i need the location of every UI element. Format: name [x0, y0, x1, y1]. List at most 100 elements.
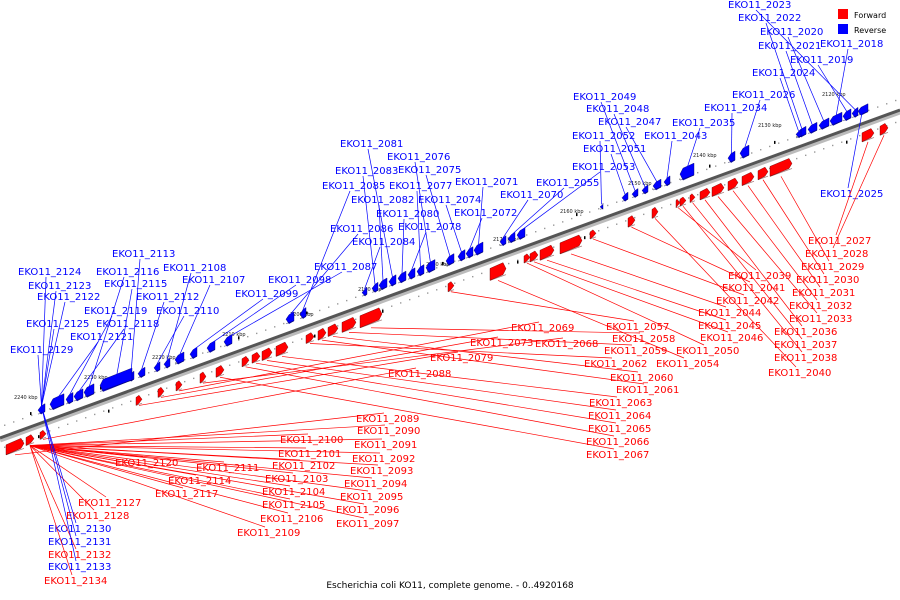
gene-label[interactable]: EKO11_2024	[752, 68, 815, 79]
gene-label[interactable]: EKO11_2117	[155, 489, 218, 500]
gene-label[interactable]: EKO11_2031	[792, 288, 855, 299]
gene-label[interactable]: EKO11_2104	[262, 487, 325, 498]
gene-label[interactable]: EKO11_2110	[156, 306, 219, 317]
gene-label[interactable]: EKO11_2038	[774, 353, 837, 364]
gene-reverse[interactable]	[652, 178, 662, 191]
gene-label[interactable]: EKO11_2041	[722, 283, 785, 294]
gene-label[interactable]: EKO11_2108	[163, 263, 226, 274]
gene-label[interactable]: EKO11_2084	[352, 237, 415, 248]
gene-forward[interactable]	[861, 128, 875, 143]
gene-label[interactable]: EKO11_2074	[418, 195, 481, 206]
gene-forward[interactable]	[489, 262, 507, 281]
gene-label[interactable]: EKO11_2040	[768, 368, 831, 379]
gene-label[interactable]: EKO11_2035	[672, 118, 735, 129]
gene-forward[interactable]	[25, 434, 35, 446]
gene-reverse[interactable]	[83, 383, 95, 398]
gene-label[interactable]: EKO11_2054	[656, 359, 719, 370]
gene-reverse[interactable]	[388, 274, 397, 287]
gene-forward[interactable]	[275, 341, 289, 357]
gene-label[interactable]: EKO11_2081	[340, 139, 403, 150]
gene-reverse[interactable]	[407, 267, 416, 280]
gene-label[interactable]: EKO11_2030	[796, 275, 859, 286]
gene-label[interactable]: EKO11_2073	[470, 338, 533, 349]
gene-label[interactable]: EKO11_2037	[774, 340, 837, 351]
gene-reverse[interactable]	[473, 241, 484, 256]
gene-forward[interactable]	[679, 196, 687, 207]
gene-label[interactable]: EKO11_2057	[606, 322, 669, 333]
gene-label[interactable]: EKO11_2070	[500, 190, 563, 201]
gene-label[interactable]: EKO11_2036	[774, 327, 837, 338]
gene-reverse[interactable]	[299, 307, 307, 320]
gene-label[interactable]: EKO11_2099	[235, 289, 298, 300]
gene-label[interactable]: EKO11_2071	[455, 177, 518, 188]
gene-label[interactable]: EKO11_2018	[820, 39, 883, 50]
gene-reverse[interactable]	[679, 162, 695, 181]
gene-forward[interactable]	[699, 188, 711, 201]
gene-forward[interactable]	[539, 244, 555, 261]
gene-label[interactable]: EKO11_2132	[48, 550, 111, 561]
gene-label[interactable]: EKO11_2094	[344, 479, 407, 490]
gene-reverse[interactable]	[285, 311, 295, 325]
gene-label[interactable]: EKO11_2046	[700, 333, 763, 344]
gene-reverse[interactable]	[727, 150, 736, 164]
gene-label[interactable]: EKO11_2026	[732, 90, 795, 101]
gene-reverse[interactable]	[65, 392, 74, 405]
gene-label[interactable]: EKO11_2044	[698, 308, 761, 319]
gene-label[interactable]: EKO11_2045	[698, 321, 761, 332]
gene-label[interactable]: EKO11_2027	[808, 236, 871, 247]
gene-forward[interactable]	[327, 323, 339, 337]
gene-reverse[interactable]	[371, 281, 379, 293]
gene-label[interactable]: EKO11_2119	[84, 306, 147, 317]
gene-forward[interactable]	[559, 234, 583, 255]
gene-label[interactable]: EKO11_2102	[272, 461, 335, 472]
gene-label[interactable]: EKO11_2061	[616, 385, 679, 396]
gene-reverse[interactable]	[851, 106, 859, 118]
gene-label[interactable]: EKO11_2050	[676, 346, 739, 357]
gene-label[interactable]: EKO11_2127	[78, 498, 141, 509]
gene-forward[interactable]	[757, 166, 769, 181]
gene-label[interactable]: EKO11_2062	[584, 359, 647, 370]
gene-label[interactable]: EKO11_2051	[583, 144, 646, 155]
gene-forward[interactable]	[305, 332, 315, 344]
gene-reverse[interactable]	[99, 367, 133, 392]
gene-forward[interactable]	[241, 356, 250, 368]
gene-reverse[interactable]	[739, 144, 750, 159]
gene-reverse[interactable]	[818, 117, 830, 130]
gene-forward[interactable]	[341, 317, 357, 333]
gene-reverse[interactable]	[153, 361, 161, 373]
gene-forward[interactable]	[879, 123, 889, 136]
gene-label[interactable]: EKO11_2091	[354, 440, 417, 451]
gene-reverse[interactable]	[137, 366, 146, 379]
gene-label[interactable]: EKO11_2033	[789, 314, 852, 325]
gene-forward[interactable]	[251, 352, 261, 364]
gene-label[interactable]: EKO11_2069	[511, 323, 574, 334]
gene-label[interactable]: EKO11_2067	[586, 450, 649, 461]
gene-label[interactable]: EKO11_2086	[330, 224, 393, 235]
gene-forward[interactable]	[627, 215, 636, 228]
gene-label[interactable]: EKO11_2112	[136, 292, 199, 303]
gene-label[interactable]: EKO11_2079	[430, 353, 493, 364]
gene-label[interactable]: EKO11_2109	[237, 528, 300, 539]
gene-label[interactable]: EKO11_2039	[728, 271, 791, 282]
gene-forward[interactable]	[447, 281, 455, 293]
gene-forward[interactable]	[135, 394, 143, 406]
gene-label[interactable]: EKO11_2068	[535, 339, 598, 350]
gene-label[interactable]: EKO11_2065	[588, 424, 651, 435]
gene-reverse[interactable]	[425, 259, 436, 274]
gene-label[interactable]: EKO11_2103	[265, 474, 328, 485]
gene-label[interactable]: EKO11_2063	[589, 398, 652, 409]
gene-label[interactable]: EKO11_2022	[738, 13, 801, 24]
gene-label[interactable]: EKO11_2124	[18, 267, 81, 278]
gene-label[interactable]: EKO11_2114	[168, 476, 231, 487]
gene-label[interactable]: EKO11_2049	[573, 92, 636, 103]
gene-label[interactable]: EKO11_2066	[586, 437, 649, 448]
gene-label[interactable]: EKO11_2090	[357, 426, 420, 437]
gene-reverse[interactable]	[189, 346, 198, 360]
gene-label[interactable]: EKO11_2028	[805, 249, 868, 260]
gene-label[interactable]: EKO11_2058	[612, 334, 675, 345]
gene-label[interactable]: EKO11_2043	[644, 131, 707, 142]
gene-label[interactable]: EKO11_2130	[48, 524, 111, 535]
gene-reverse[interactable]	[174, 351, 185, 365]
gene-reverse[interactable]	[445, 253, 455, 266]
gene-reverse[interactable]	[49, 393, 65, 411]
